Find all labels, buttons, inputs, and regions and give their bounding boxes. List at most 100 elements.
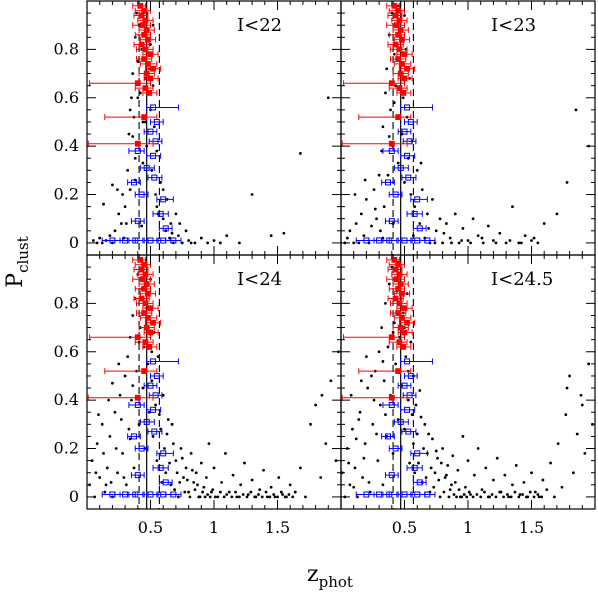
red-member-point — [141, 368, 148, 375]
background-point — [268, 495, 272, 499]
background-point — [291, 495, 295, 499]
red-member-point — [150, 319, 156, 326]
background-point — [124, 483, 128, 487]
background-point — [91, 239, 95, 242]
background-point — [372, 398, 376, 402]
background-point — [170, 231, 174, 235]
background-point — [365, 197, 368, 201]
background-point — [494, 495, 498, 499]
background-point — [389, 108, 392, 112]
background-point — [187, 239, 191, 242]
background-point — [363, 178, 367, 182]
blue-member-point — [160, 450, 167, 457]
background-point — [117, 212, 121, 216]
background-point — [353, 466, 357, 470]
panel-data-group — [341, 1, 591, 255]
background-point — [387, 135, 391, 138]
background-point — [441, 241, 444, 245]
background-point — [451, 454, 455, 458]
background-point — [514, 464, 518, 467]
background-point — [354, 437, 358, 441]
panel-label: I<24.5 — [491, 269, 553, 290]
x-tick-label: 1.5 — [519, 518, 544, 537]
background-point — [187, 490, 191, 494]
red-member-point — [139, 22, 146, 29]
background-point — [124, 222, 128, 225]
blue-member-point — [424, 491, 431, 498]
background-point — [159, 181, 163, 184]
background-point — [156, 355, 160, 358]
background-point — [329, 379, 333, 383]
background-point — [230, 495, 234, 499]
blue-member-point — [143, 164, 150, 171]
background-point — [137, 422, 141, 426]
background-point — [207, 442, 211, 446]
background-point — [396, 161, 400, 165]
blue-member-point — [170, 491, 177, 498]
background-point — [465, 495, 469, 499]
background-point — [359, 379, 363, 383]
red-member-point — [145, 60, 151, 67]
red-member-point — [395, 31, 402, 38]
background-point — [239, 483, 243, 487]
background-point — [365, 355, 368, 358]
blue-member-point — [411, 464, 418, 471]
background-point — [452, 493, 456, 496]
red-member-point — [401, 329, 408, 336]
y-tick-label: 0.6 — [54, 342, 79, 361]
background-point — [225, 493, 229, 496]
blue-member-point — [376, 237, 383, 244]
x-tick-label: 1 — [209, 518, 219, 537]
background-point — [161, 188, 165, 192]
background-point — [530, 239, 533, 242]
panel-data-group — [87, 255, 340, 509]
background-point — [264, 490, 268, 494]
red-member-point — [395, 310, 402, 316]
background-point — [277, 476, 281, 479]
background-point — [382, 205, 386, 209]
red-member-point — [134, 334, 141, 341]
red-member-point — [400, 90, 407, 96]
red-member-point — [392, 266, 399, 273]
y-tick-label: 0.6 — [54, 88, 79, 107]
background-point — [104, 483, 108, 487]
background-point — [508, 239, 512, 242]
red-member-point — [134, 80, 141, 87]
background-point — [565, 386, 569, 390]
background-point — [182, 476, 185, 479]
background-point — [95, 241, 99, 245]
background-point — [326, 96, 330, 100]
background-point — [249, 490, 253, 494]
red-member-point — [143, 281, 150, 287]
blue-member-point — [132, 237, 139, 244]
x-axis-title-subscript: phot — [319, 573, 353, 591]
background-point — [260, 495, 264, 499]
background-point — [504, 241, 508, 245]
red-member-point — [143, 70, 150, 77]
background-point — [220, 480, 224, 484]
blue-member-point — [363, 491, 370, 498]
background-point — [304, 495, 307, 499]
red-member-point — [399, 36, 405, 43]
blue-member-point — [157, 464, 164, 471]
background-point — [382, 379, 386, 383]
background-point — [234, 490, 237, 494]
red-member-point — [396, 271, 403, 278]
background-point — [511, 483, 514, 487]
background-point — [424, 476, 428, 479]
background-point — [580, 403, 584, 407]
background-point — [314, 403, 317, 407]
blue-member-point — [122, 237, 129, 244]
background-point — [456, 468, 460, 472]
background-point — [460, 239, 464, 242]
background-point — [189, 241, 193, 245]
background-point — [211, 488, 215, 492]
panel-label: I<23 — [491, 15, 536, 36]
blue-member-point — [134, 218, 141, 225]
background-point — [116, 188, 119, 192]
background-point — [375, 432, 378, 436]
background-point — [509, 495, 513, 499]
background-point — [429, 466, 433, 470]
background-point — [373, 207, 377, 211]
